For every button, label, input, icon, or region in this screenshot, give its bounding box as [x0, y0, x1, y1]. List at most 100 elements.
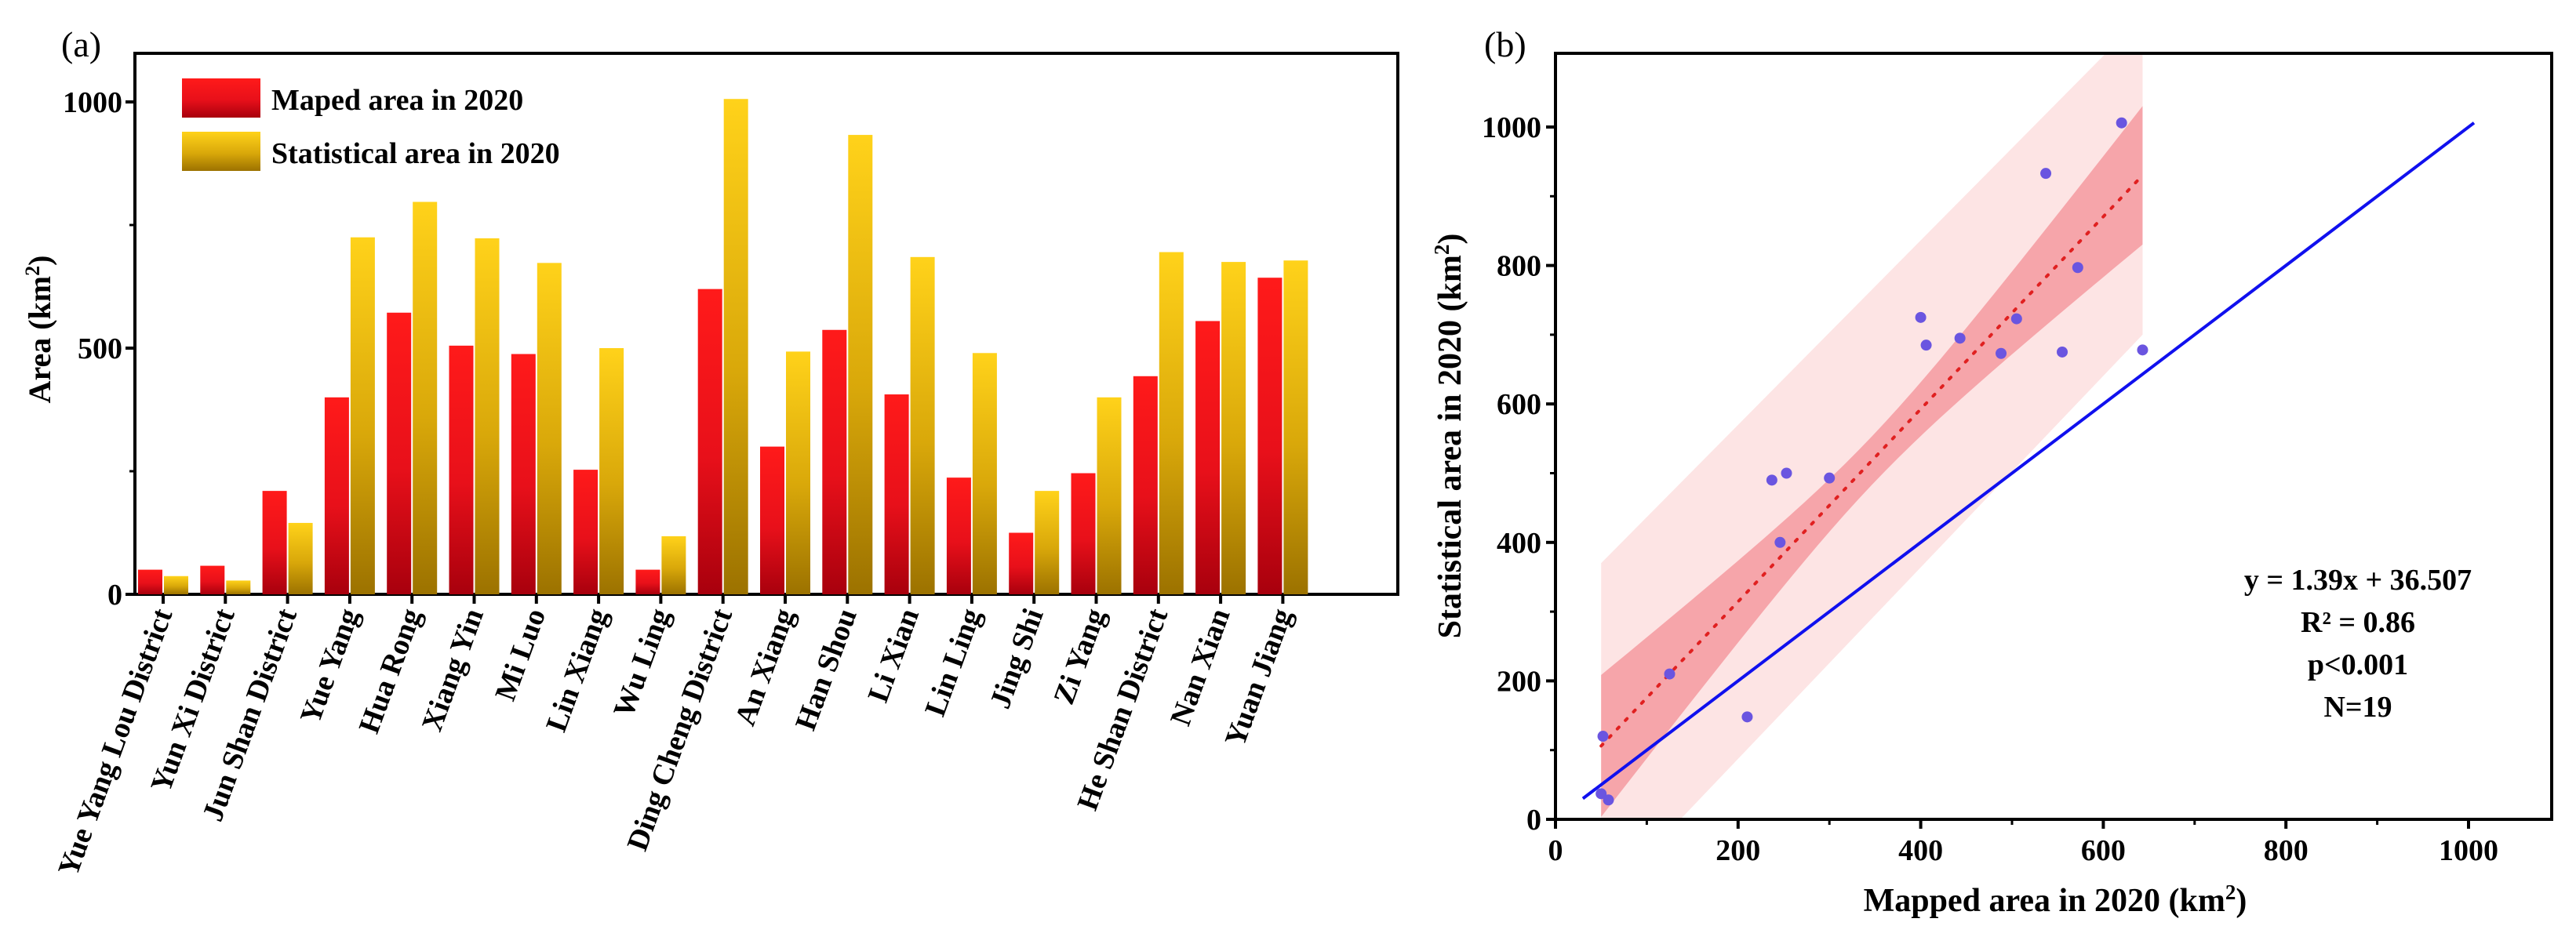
scatter-point	[1996, 347, 2007, 359]
regression-stats: y = 1.39x + 36.507 R² = 0.86 p<0.001 N=1…	[2244, 564, 2472, 724]
scatter-x-tick-label: 400	[1898, 834, 1943, 867]
bar-statistical-13	[910, 256, 935, 594]
scatter-y-axis-label: Statistical area in 2020 (km2)	[1430, 234, 1468, 639]
bar-mapped-15	[1009, 532, 1034, 594]
bar-x-tick-label: Lin Ling	[919, 605, 988, 721]
scatter-point	[1603, 794, 1614, 806]
bar-x-tick-label: Jing Shi	[984, 605, 1050, 713]
bar-x-tick-label: Zi Yang	[1047, 605, 1112, 709]
bar-statistical-9	[661, 536, 686, 594]
bar-mapped-12	[822, 329, 847, 594]
bar-x-tick-label: Wu Ling	[607, 605, 677, 722]
bar-mapped-1	[138, 569, 162, 594]
bar-y-tick-label: 0	[107, 579, 122, 612]
scatter-x-tick-label: 0	[1548, 834, 1563, 867]
legend-label-mapped: Maped area in 2020	[271, 84, 523, 117]
bar-mapped-3	[262, 491, 287, 594]
bar-statistical-15	[1035, 491, 1060, 594]
scatter-point	[1766, 474, 1777, 486]
bar-statistical-1	[164, 575, 188, 594]
scatter-x-tick-label: 800	[2264, 834, 2309, 867]
bar-statistical-7	[537, 263, 562, 594]
identity-line	[1581, 122, 2476, 801]
scatter-y-tick-label: 400	[1497, 527, 1541, 560]
bar-statistical-5	[413, 202, 438, 594]
scatter-point	[2057, 346, 2068, 358]
legend-label-statistical: Statistical area in 2020	[271, 137, 560, 170]
bar-mapped-4	[324, 397, 349, 594]
scatter-point	[1781, 467, 1792, 479]
p-value: p<0.001	[2308, 648, 2408, 681]
legend-swatch-statistical	[182, 132, 260, 171]
scatter-x-tick-label: 600	[2081, 834, 2126, 867]
bar-statistical-16	[1097, 397, 1122, 594]
scatter-x-tick-label: 1000	[2439, 834, 2498, 867]
bar-x-tick-label: Han Shou	[789, 605, 864, 735]
scatter-point	[2072, 262, 2083, 274]
scatter-x-axis-label: Mapped area in 2020 (km2)	[1864, 880, 2247, 919]
bar-statistical-3	[288, 522, 313, 594]
bar-legend: Maped area in 2020 Statistical area in 2…	[182, 78, 560, 171]
bar-x-tick-label: Xiang Yin	[416, 605, 490, 735]
scatter-point	[1597, 731, 1609, 742]
scatter-chart: 0 200 400 600 800 1000 0 200 400 600 800 1000 Mapp…	[1430, 52, 2553, 919]
scatter-point	[2137, 344, 2148, 356]
bar-mapped-19	[1257, 278, 1283, 594]
scatter-point	[1824, 472, 1836, 484]
bar-statistical-2	[226, 580, 251, 594]
scatter-y-tick-label: 1000	[1482, 111, 1541, 144]
scatter-y-tick-label: 200	[1497, 665, 1541, 698]
bar-x-tick-label: Hua Rong	[352, 605, 428, 738]
scatter-point	[2040, 168, 2052, 180]
bar-statistical-12	[848, 135, 873, 595]
scatter-y-tick-label: 0	[1526, 804, 1541, 837]
bar-x-tick-label: An Xiang	[729, 605, 802, 730]
bar-statistical-14	[972, 353, 997, 594]
r-squared: R² = 0.86	[2301, 606, 2415, 639]
scatter-y-tick-label: 800	[1497, 250, 1541, 283]
bar-x-tick-label: Lin Xiang	[540, 605, 614, 736]
bar-statistical-11	[786, 351, 810, 594]
bar-statistical-10	[723, 99, 748, 595]
bar-statistical-6	[475, 238, 500, 594]
scatter-point	[1920, 339, 1932, 351]
panel-a-label: (a)	[61, 24, 101, 64]
bar-mapped-2	[200, 565, 225, 594]
legend-swatch-mapped	[182, 78, 260, 118]
bar-x-tick-label: Mi Luo	[489, 605, 552, 705]
bar-statistical-8	[599, 348, 624, 594]
sample-size: N=19	[2323, 691, 2392, 724]
regression-line	[1599, 173, 2145, 748]
bar-mapped-10	[697, 289, 722, 594]
bar-mapped-6	[449, 345, 474, 594]
bar-mapped-14	[946, 477, 971, 594]
regression-equation: y = 1.39x + 36.507	[2244, 564, 2472, 597]
bar-mapped-18	[1195, 321, 1221, 594]
scatter-point	[1741, 711, 1753, 723]
bar-statistical-17	[1159, 252, 1184, 594]
bar-mapped-11	[760, 446, 784, 594]
bar-statistical-4	[350, 237, 375, 594]
scatter-point	[1954, 332, 1966, 344]
scatter-point	[2116, 117, 2127, 129]
bar-mapped-5	[387, 312, 412, 594]
scatter-plot-frame	[1554, 52, 2553, 821]
bar-mapped-8	[573, 470, 599, 594]
scatter-point	[1915, 311, 1927, 323]
bar-y-axis-label: Area (km2)	[21, 256, 58, 404]
bar-mapped-7	[511, 354, 536, 594]
scatter-x-tick-label: 200	[1716, 834, 1760, 867]
bar-mapped-9	[635, 569, 660, 594]
panel-b-label: (b)	[1484, 24, 1526, 64]
scatter-point	[1595, 788, 1607, 800]
bar-x-tick-label: Li Xian	[861, 605, 926, 706]
bar-statistical-18	[1221, 262, 1246, 594]
confidence-band	[1601, 106, 2143, 817]
bar-statistical-19	[1283, 260, 1308, 594]
scatter-y-tick-label: 600	[1497, 388, 1541, 421]
bar-y-tick-label: 500	[78, 332, 122, 365]
bar-y-tick-label: 1000	[63, 86, 122, 119]
bar-x-tick-label: Yue Yang	[294, 605, 366, 728]
